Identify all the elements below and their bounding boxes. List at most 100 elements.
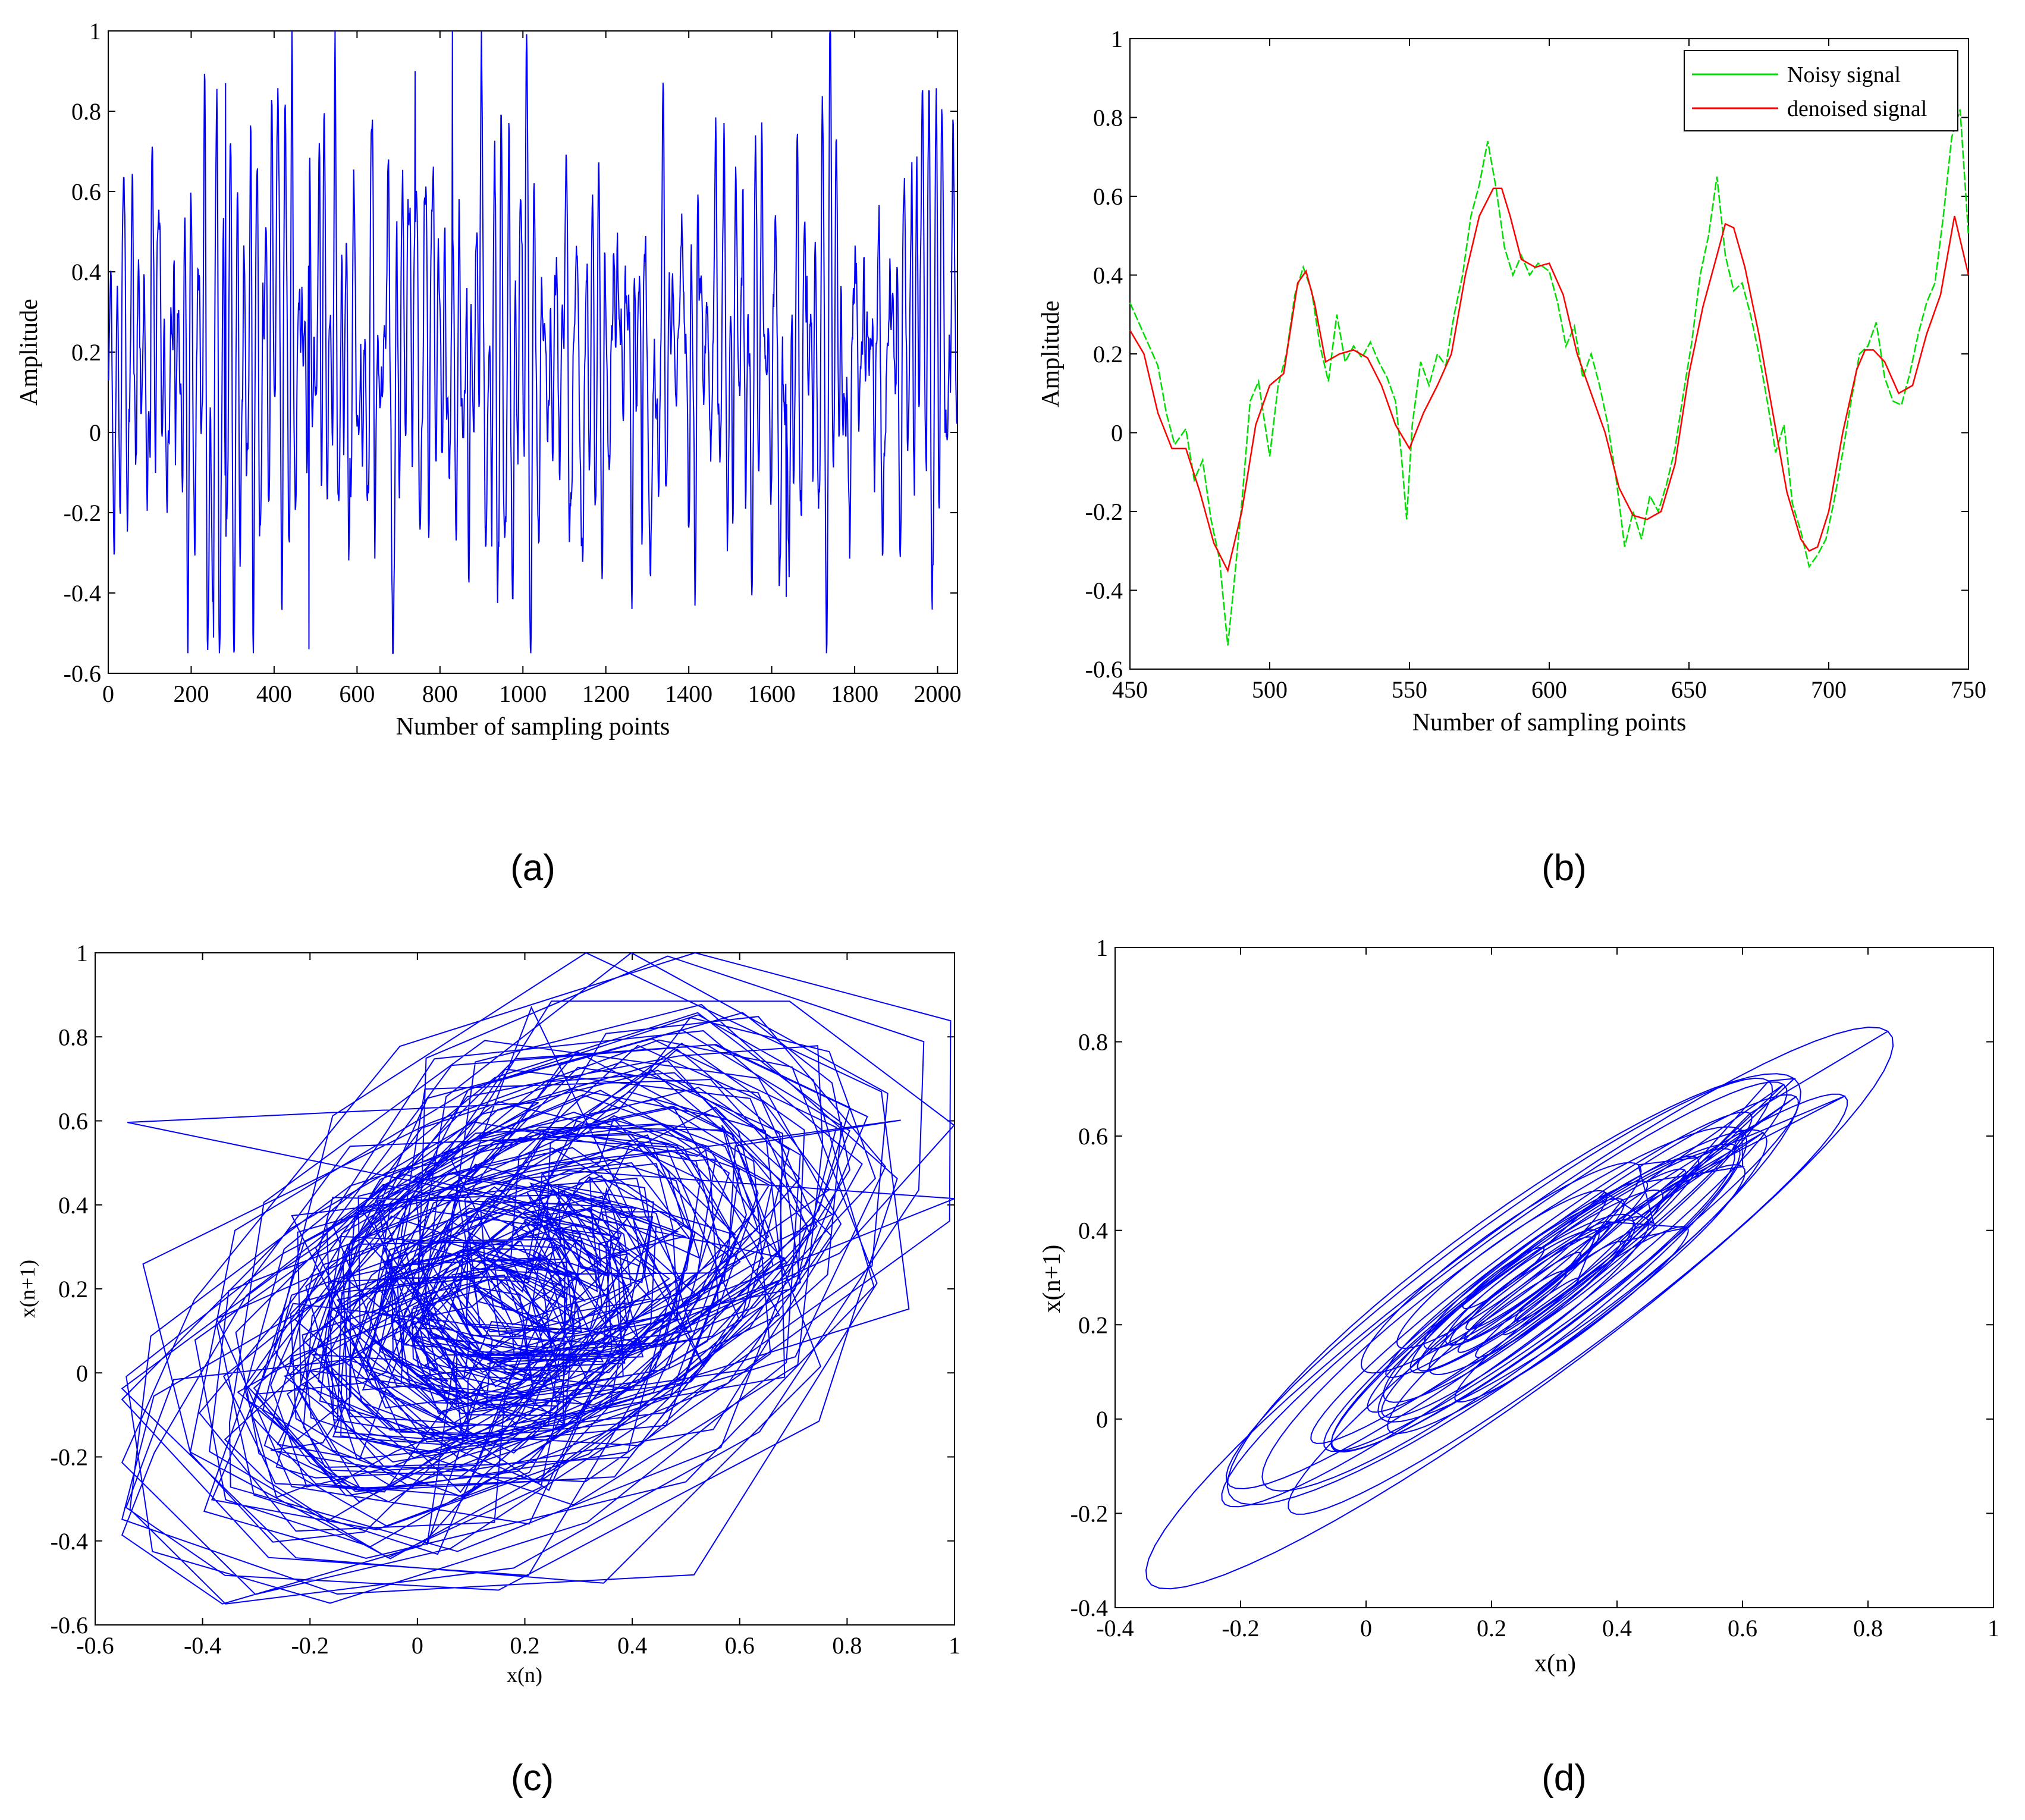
x-tick-label: 1 <box>1988 1615 1999 1642</box>
y-tick-label: -0.2 <box>1070 1500 1108 1527</box>
y-tick-label: 1 <box>76 940 88 967</box>
y-tick-label: 0.8 <box>1078 1029 1108 1056</box>
panel-a-caption: (a) <box>510 848 555 889</box>
y-tick-label: 0.4 <box>1093 262 1123 289</box>
panel-b-caption: (b) <box>1541 848 1587 889</box>
y-tick-label: -0.4 <box>64 580 101 607</box>
x-tick-label: 1 <box>949 1632 960 1659</box>
y-tick-label: -0.6 <box>51 1612 88 1639</box>
x-tick-label: 600 <box>1531 676 1567 703</box>
x-tick-label: 1600 <box>748 680 796 707</box>
y-tick-label: 0.6 <box>71 178 101 205</box>
panel-d-caption: (d) <box>1541 1758 1587 1799</box>
panel-d-trajectory <box>1145 1027 1894 1590</box>
y-tick-label: 0 <box>76 1360 88 1386</box>
x-tick-label: -0.6 <box>76 1632 114 1659</box>
y-tick-label: -0.2 <box>64 500 101 526</box>
y-tick-label: 0.6 <box>1078 1123 1108 1150</box>
panel-b-ticks: 450 500 550 600 650 700 750 -0.6 -0.4 -0.2 0 0.2 0.4… <box>1085 26 1986 703</box>
x-tick-label: -0.2 <box>291 1632 329 1659</box>
panel-b-plot-area <box>1129 38 1969 670</box>
y-tick-label: 0.2 <box>71 339 101 366</box>
x-tick-label: 0.8 <box>832 1632 862 1659</box>
panel-b-denoise-comparison: 450 500 550 600 650 700 750 -0.6 -0.4 -0.2 0 0.2 0.4… <box>1037 26 1986 889</box>
panel-c-xlabel: x(n) <box>507 1663 542 1687</box>
panel-a-xlabel: Number of sampling points <box>396 713 670 740</box>
panel-c-phase-space-noisy: -0.6 -0.4 -0.2 0 0.2 0.4 0.6 0.8 1 -0.6 -0.4 -0.2 0 0… <box>15 940 960 1799</box>
x-tick-label: 1400 <box>665 680 712 707</box>
x-tick-label: 400 <box>256 680 292 707</box>
x-tick-label: 550 <box>1392 676 1427 703</box>
legend-box <box>1684 50 1958 131</box>
x-tick-label: 0.6 <box>725 1632 755 1659</box>
panel-b-ylabel: Amplitude <box>1037 300 1065 407</box>
y-tick-label: 0.8 <box>58 1024 88 1050</box>
y-tick-label: 0.6 <box>1093 183 1123 210</box>
panel-b-denoised-signal-line <box>1129 187 1970 573</box>
legend-denoised-label: denoised signal <box>1787 96 1927 121</box>
y-tick-label: 1 <box>1111 26 1123 52</box>
x-tick-label: 0.4 <box>617 1632 647 1659</box>
y-tick-label: 1 <box>89 18 101 45</box>
panel-a-signal-line <box>108 30 958 654</box>
y-tick-label: 0.6 <box>58 1108 88 1135</box>
x-tick-label: 0.4 <box>1602 1615 1632 1642</box>
x-tick-label: 2000 <box>914 680 962 707</box>
y-tick-label: 0.8 <box>71 98 101 125</box>
panel-b-noisy-signal-line <box>1129 109 1970 646</box>
panel-c-ylabel: x(n+1) <box>15 1260 39 1318</box>
y-tick-label: -0.4 <box>51 1528 88 1555</box>
x-tick-label: 200 <box>173 680 209 707</box>
x-tick-label: 1000 <box>499 680 547 707</box>
y-tick-label: -0.2 <box>1085 498 1123 525</box>
panel-a-ylabel: Amplitude <box>15 299 43 406</box>
panel-d-ylabel: x(n+1) <box>1038 1245 1066 1313</box>
x-tick-label: 0 <box>102 680 114 707</box>
panel-b-xlabel: Number of sampling points <box>1412 709 1687 736</box>
y-tick-label: 0 <box>1096 1406 1108 1433</box>
y-tick-label: 0.4 <box>71 259 101 285</box>
panel-d-ticks: -0.4 -0.2 0 0.2 0.4 0.6 0.8 1 -0.4 -0.2 0 0.2 0.4 0.6… <box>1070 934 1999 1642</box>
x-tick-label: 600 <box>339 680 375 707</box>
panel-d-phase-space-denoised: -0.4 -0.2 0 0.2 0.4 0.6 0.8 1 -0.4 -0.2 0 0.2 0.4 0.6… <box>1038 934 1999 1799</box>
panel-a-time-series: 0 200 400 600 800 1000 1200 1400 1600 1800 2000 -0.… <box>15 18 962 889</box>
y-tick-label: 0.4 <box>1078 1217 1108 1244</box>
y-tick-label: 0.4 <box>58 1192 88 1219</box>
x-tick-label: 1800 <box>831 680 878 707</box>
x-tick-label: 700 <box>1811 676 1847 703</box>
y-tick-label: 1 <box>1096 934 1108 961</box>
x-tick-label: -0.2 <box>1222 1615 1259 1642</box>
y-tick-label: -0.4 <box>1070 1595 1108 1621</box>
x-tick-label: 1200 <box>582 680 630 707</box>
panel-b-legend: Noisy signal denoised signal <box>1684 50 1958 131</box>
y-tick-label: -0.2 <box>51 1444 88 1471</box>
legend-noisy-label: Noisy signal <box>1787 62 1901 87</box>
x-tick-label: 800 <box>422 680 458 707</box>
x-tick-label: 750 <box>1951 676 1986 703</box>
y-tick-label: 0.2 <box>1078 1311 1108 1338</box>
y-tick-label: 0 <box>1111 420 1123 447</box>
x-tick-label: 0 <box>412 1632 423 1659</box>
panel-c-plot-area <box>95 952 955 1626</box>
x-tick-label: 450 <box>1112 676 1148 703</box>
panel-d-xlabel: x(n) <box>1534 1650 1576 1677</box>
y-tick-label: 0.2 <box>1093 341 1123 368</box>
y-tick-label: 0.2 <box>58 1276 88 1303</box>
panel-c-trajectory <box>121 952 955 1605</box>
panel-c-ticks: -0.6 -0.4 -0.2 0 0.2 0.4 0.6 0.8 1 -0.6 -0.4 -0.2 0 0… <box>51 940 960 1659</box>
y-tick-label: -0.4 <box>1085 578 1123 604</box>
x-tick-label: 500 <box>1252 676 1288 703</box>
y-tick-label: 0.8 <box>1093 105 1123 131</box>
x-tick-label: 0.8 <box>1853 1615 1883 1642</box>
x-tick-label: -0.4 <box>1096 1615 1134 1642</box>
y-tick-label: 0 <box>89 419 101 446</box>
x-tick-label: 650 <box>1671 676 1707 703</box>
x-tick-label: 0.6 <box>1728 1615 1757 1642</box>
panel-a-ticks: 0 200 400 600 800 1000 1200 1400 1600 1800 2000 -0.… <box>64 18 962 707</box>
x-tick-label: -0.4 <box>184 1632 221 1659</box>
x-tick-label: 0.2 <box>510 1632 540 1659</box>
x-tick-label: 0.2 <box>1477 1615 1506 1642</box>
y-tick-label: -0.6 <box>64 660 101 687</box>
x-tick-label: 0 <box>1360 1615 1372 1642</box>
